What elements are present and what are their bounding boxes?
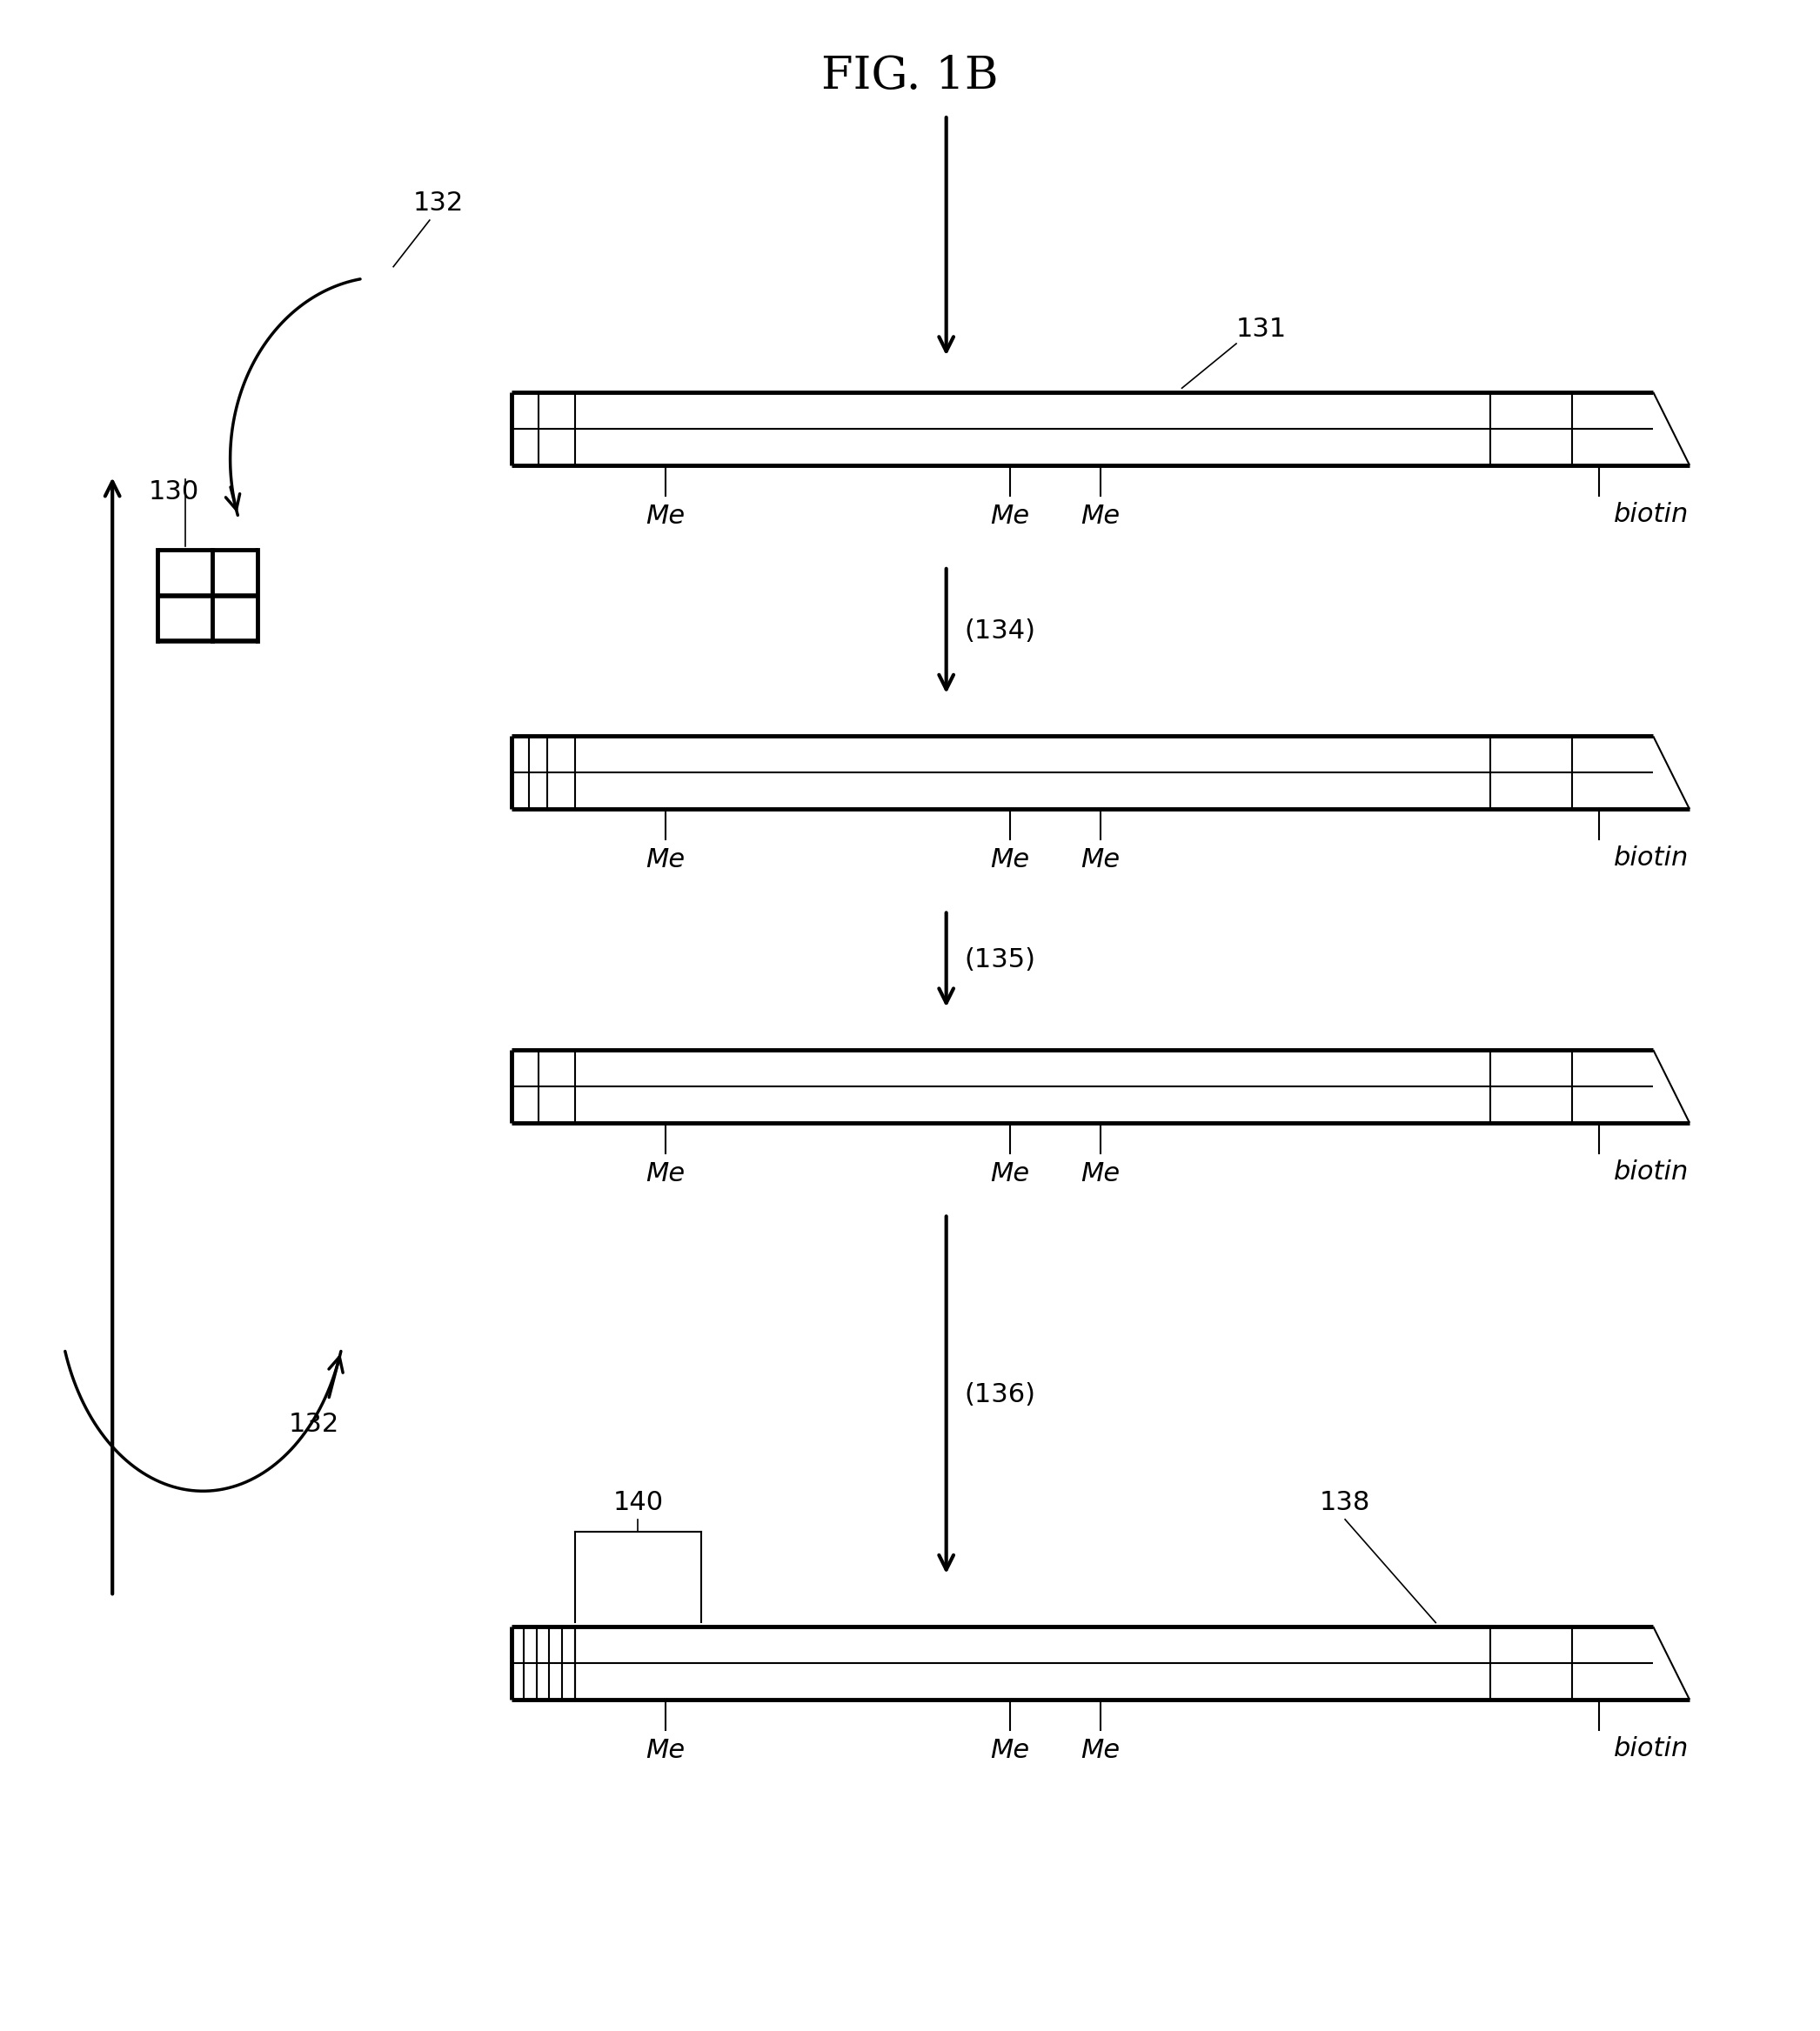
Text: Me: Me [646,1739,684,1763]
Text: biotin: biotin [1613,1160,1689,1184]
Text: Me: Me [1081,1162,1119,1186]
Text: Me: Me [1081,847,1119,873]
Text: biotin: biotin [1613,502,1689,526]
Text: 132: 132 [288,1412,339,1438]
Text: 130: 130 [149,479,200,504]
Text: Me: Me [646,847,684,873]
Text: Me: Me [990,1162,1030,1186]
Text: Me: Me [646,504,684,528]
Text: 132: 132 [413,191,464,215]
Text: FIG. 1B: FIG. 1B [821,55,999,100]
Text: 131: 131 [1236,317,1287,341]
Text: Me: Me [990,847,1030,873]
Text: Me: Me [1081,1739,1119,1763]
Text: biotin: biotin [1613,845,1689,871]
Text: 140: 140 [613,1491,662,1515]
Text: (135): (135) [965,946,1036,973]
Text: Me: Me [990,504,1030,528]
Text: 138: 138 [1320,1491,1370,1515]
Text: (134): (134) [965,617,1036,644]
Text: Me: Me [990,1739,1030,1763]
Text: biotin: biotin [1613,1737,1689,1761]
Text: Me: Me [1081,504,1119,528]
Text: Me: Me [646,1162,684,1186]
Text: (136): (136) [965,1383,1036,1407]
